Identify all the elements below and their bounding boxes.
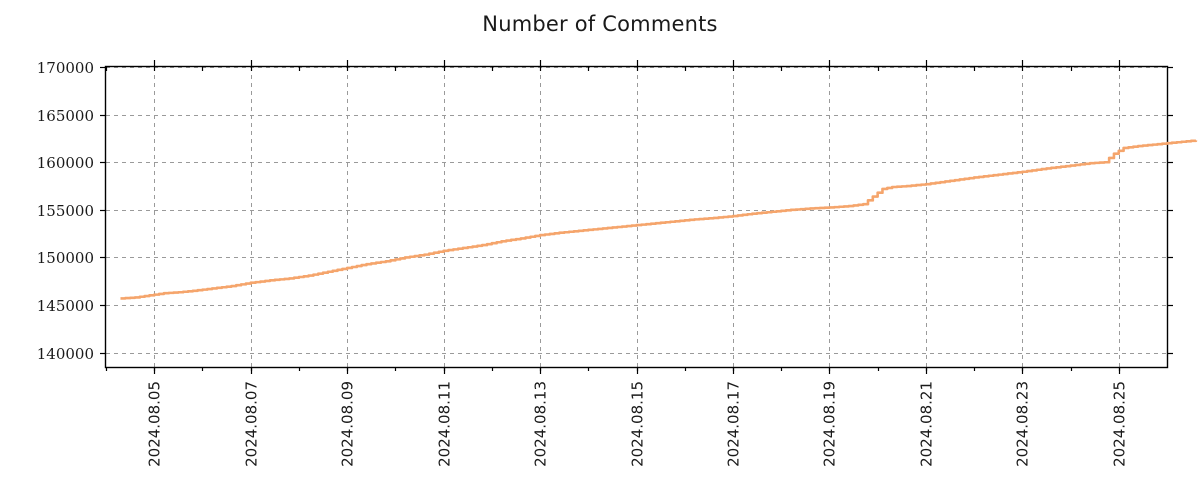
x-tick-label: 2024.08.15 [629,381,647,467]
x-axis-tick-labels: 2024.08.05 2024.08.07 2024.08.09 2024.08.11… [146,381,1129,467]
data-series-layer [120,139,1198,300]
y-tick-label: 165000 [37,107,94,125]
y-tick-label: 170000 [37,59,94,77]
y-tick-label: 155000 [37,202,94,220]
y-tick-label: 145000 [37,297,94,315]
x-tick-label: 2024.08.11 [436,381,454,467]
y-tick-label: 160000 [37,154,94,172]
tick-mark-layer [100,60,1173,374]
y-tick-label: 150000 [37,249,94,267]
x-tick-label: 2024.08.07 [243,381,261,467]
chart-title: Number of Comments [482,12,718,36]
y-axis-tick-labels: 140000 145000 150000 155000 160000 165000 1700… [37,59,94,363]
data-series-line [120,139,1198,300]
x-tick-label: 2024.08.13 [532,381,550,467]
x-tick-label: 2024.08.21 [918,381,936,467]
x-tick-label: 2024.08.25 [1111,381,1129,467]
plot-frame [104,65,1169,369]
grid-layer [106,67,1167,367]
y-tick-label: 140000 [37,345,94,363]
x-tick-label: 2024.08.23 [1014,381,1032,467]
x-tick-label: 2024.08.09 [339,381,357,467]
x-tick-label: 2024.08.05 [146,381,164,467]
x-tick-label: 2024.08.17 [725,381,743,467]
x-tick-label: 2024.08.19 [821,381,839,467]
